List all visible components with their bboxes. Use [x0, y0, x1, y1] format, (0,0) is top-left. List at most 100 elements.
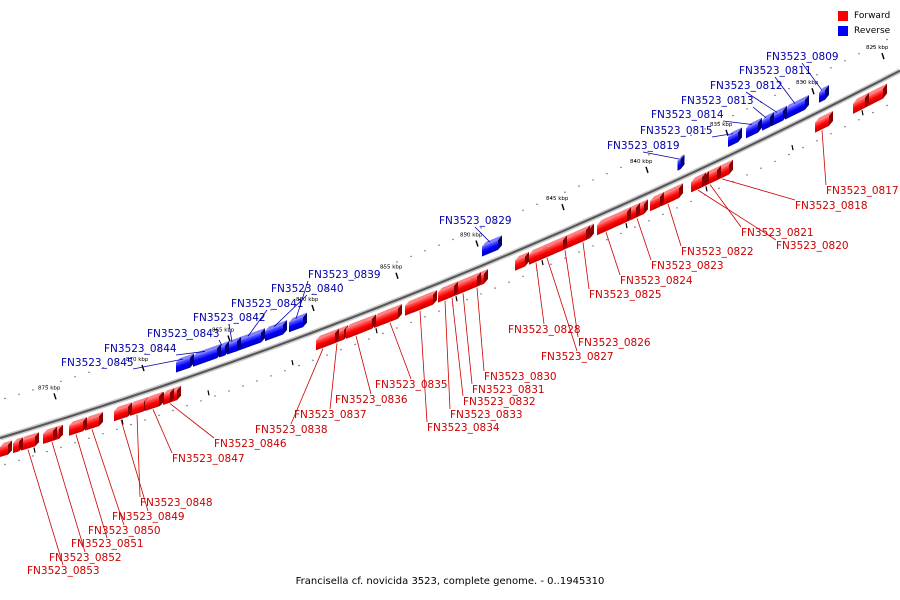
gene-leader-line: [546, 257, 578, 352]
forward-gene-block: [346, 314, 376, 339]
gene-label-group: FN3523_0851: [71, 434, 144, 550]
gene-labels: FN3523_0809 FN3523_0811 FN3523_0812 FN3523_…: [27, 51, 899, 577]
gene-label-group: FN3523_0833: [444, 300, 523, 421]
reverse-gene-block: [193, 343, 221, 367]
scale-tick: 825 kbp: [866, 45, 889, 60]
gene-label: FN3523_0835: [375, 379, 448, 391]
gene-label-group: FN3523_0827: [541, 257, 614, 363]
scale-tick: 860 kbp: [296, 297, 319, 312]
gene-label-group: FN3523_0809: [766, 51, 839, 91]
scale-tick-label: 855 kbp: [380, 265, 403, 271]
gene-label-group: FN3523_0847: [152, 409, 245, 465]
gene-leader-line: [801, 62, 823, 91]
gene-leader-line: [667, 203, 682, 247]
scale-tick-label: 825 kbp: [866, 45, 889, 51]
gene-label: FN3523_0831: [472, 384, 545, 396]
gene-label-group: FN3523_0812: [710, 80, 783, 113]
gene-label: FN3523_0836: [335, 394, 408, 406]
gene-leader-line: [218, 339, 223, 346]
forward-gene-block: [43, 426, 57, 444]
gene-label: FN3523_0852: [49, 552, 122, 564]
gene-leader-line: [152, 409, 173, 454]
forward-gene-block: [0, 440, 12, 458]
scale-tick: 835 kbp: [710, 122, 733, 137]
forward-gene-block: [69, 417, 87, 436]
gene-label-group: FN3523_0842: [193, 312, 266, 343]
forward-gene-block: [692, 172, 706, 192]
gene-label-group: FN3523_0825: [582, 242, 662, 301]
reverse-gene-block: [289, 312, 307, 333]
gene-label: FN3523_0809: [766, 51, 839, 63]
forward-gene-block: [597, 207, 631, 236]
forward-swatch: [838, 10, 848, 21]
legend-forward-label: Forward: [854, 10, 891, 21]
forward-gene-block: [13, 437, 23, 454]
scale-tick: 840 kbp: [630, 159, 653, 174]
gene-leader-line: [120, 419, 149, 512]
reverse-gene-block: [265, 320, 287, 342]
scale-tick: 830 kbp: [796, 80, 819, 95]
gene-label-group: FN3523_0835: [375, 322, 448, 391]
gene-leader-line: [136, 414, 141, 498]
genome-caption: Francisella cf. novicida 3523, complete …: [295, 576, 605, 587]
gene-label-group: FN3523_0852: [49, 441, 122, 564]
scale-tick: 865 kbp: [212, 327, 235, 342]
gene-label-group: FN3523_0821: [709, 184, 814, 239]
gene-leader-line: [175, 351, 206, 356]
scale-tick: 875 kbp: [38, 385, 61, 400]
gene-label: FN3523_0817: [826, 185, 899, 197]
gene-leader-line: [474, 226, 491, 243]
reverse-gene-block: [771, 105, 787, 127]
gene-label-group: FN3523_0853: [27, 449, 100, 577]
gene-label: FN3523_0822: [681, 246, 754, 258]
scale-ticks: 825 kbp 830 kbp 835 kbp 840 kbp 845 kbp 850 k…: [4, 38, 889, 466]
gene-leader-line: [709, 184, 742, 228]
reverse-gene-block: [746, 117, 762, 139]
legend-reverse: Reverse: [838, 23, 900, 38]
gene-label-group: FN3523_0811: [739, 65, 812, 104]
gene-leader-line: [91, 429, 125, 526]
scale-tick-label: 875 kbp: [38, 385, 61, 391]
gene-leader-line: [605, 232, 621, 276]
scale-tick: 855 kbp: [380, 265, 403, 279]
gene-label: FN3523_0839: [308, 269, 381, 281]
gene-label-group: FN3523_0815: [640, 125, 734, 138]
reverse-gene-block: [762, 111, 774, 131]
gene-label-group: FN3523_0834: [419, 310, 500, 434]
gene-label: FN3523_0819: [607, 140, 680, 152]
gene-label: FN3523_0845: [61, 357, 134, 369]
gene-label: FN3523_0848: [140, 497, 213, 509]
gene-label-group: FN3523_0828: [508, 262, 581, 336]
scale-tick: 870 kbp: [126, 357, 149, 372]
gene-leader-line: [451, 297, 464, 397]
gene-label-group: FN3523_0820: [697, 189, 849, 252]
gene-leader-line: [697, 189, 777, 241]
gene-label-group: FN3523_0813: [681, 95, 767, 119]
gene-leader-line: [75, 434, 108, 539]
reverse-gene-block: [677, 154, 685, 171]
forward-gene-block: [21, 432, 39, 451]
gene-leader-line: [462, 293, 473, 385]
gene-label-group: FN3523_0843: [147, 328, 223, 346]
gene-leader-line: [51, 441, 86, 553]
gene-label: FN3523_0815: [640, 125, 713, 137]
gene-label-group: FN3523_0814: [651, 109, 753, 125]
reverse-swatch: [838, 25, 848, 36]
gene-label: FN3523_0813: [681, 95, 754, 107]
forward-gene-block: [438, 281, 458, 303]
gene-label-group: FN3523_0830: [476, 287, 557, 383]
gene-label: FN3523_0840: [271, 283, 344, 295]
forward-gene-block: [85, 411, 103, 431]
gene-label-group: FN3523_0824: [605, 232, 693, 287]
forward-gene-block: [145, 391, 163, 411]
gene-label-group: FN3523_0836: [335, 335, 408, 406]
gene-label: FN3523_0841: [231, 298, 304, 310]
gene-label-group: FN3523_0822: [667, 203, 754, 258]
scale-tick-label: 845 kbp: [546, 196, 569, 202]
gene-leader-line: [636, 218, 652, 261]
gene-label: FN3523_0853: [27, 565, 100, 577]
forward-gene-block: [374, 304, 402, 329]
gene-label-group: FN3523_0838: [255, 348, 328, 436]
gene-label-group: FN3523_0829: [439, 215, 512, 243]
